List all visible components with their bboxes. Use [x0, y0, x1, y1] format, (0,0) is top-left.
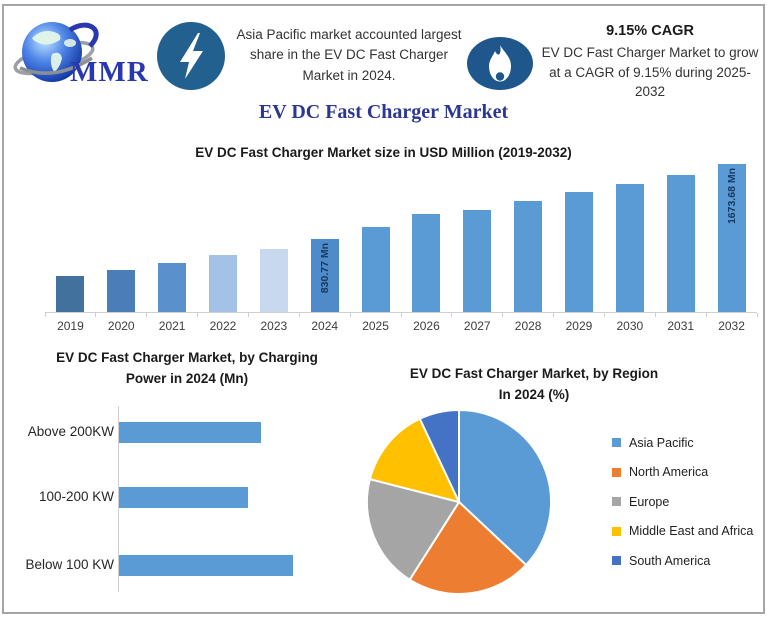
mmr-logo-text: MMR	[70, 56, 149, 88]
axis-tick	[298, 313, 300, 317]
legend-item: Europe	[612, 487, 753, 517]
charging-power-bar	[119, 487, 248, 508]
axis-tick	[146, 313, 148, 317]
legend-swatch	[612, 556, 621, 566]
mmr-logo: MMR	[12, 16, 152, 92]
market-size-bars: 830.77 Mn 1673.68 Mn	[45, 161, 757, 312]
year-label: 2028	[514, 319, 542, 333]
axis-tick	[603, 313, 605, 317]
pie-slice-europe	[365, 477, 461, 582]
legend-label: Asia Pacific	[629, 435, 694, 450]
axis-tick	[44, 313, 46, 317]
pie-slice-north-america	[408, 500, 528, 595]
region-chart-title: EV DC Fast Charger Market, by Region In …	[368, 364, 700, 406]
market-size-bar	[158, 263, 187, 312]
charging-power-label: 100-200 KW	[38, 489, 114, 504]
legend-swatch	[612, 526, 621, 536]
year-label: 2030	[616, 319, 644, 333]
axis-tick	[400, 313, 402, 317]
market-size-bar	[107, 270, 136, 312]
axis-tick	[502, 313, 504, 317]
highlight-text: Asia Pacific market accounted largest sh…	[236, 27, 462, 83]
charging-power-title-line2: Power in 2024 (Mn)	[125, 370, 249, 386]
charging-power-label: Below 100 KW	[25, 557, 114, 572]
legend-label: North America	[629, 465, 709, 480]
year-label: 2023	[260, 319, 288, 333]
pie-slice-middle-east-and-africa	[368, 417, 461, 504]
year-label: 2019	[57, 319, 84, 333]
year-label: 2027	[463, 319, 491, 333]
year-label: 2021	[158, 319, 186, 333]
pie-slice-asia-pacific	[458, 408, 552, 567]
market-size-bar	[56, 276, 85, 312]
flame-icon	[489, 45, 511, 82]
bar-data-label: 830.77 Mn	[318, 243, 331, 294]
legend-item: Middle East and Africa	[612, 517, 753, 547]
year-label: 2029	[565, 319, 593, 333]
legend-label: South America	[629, 553, 711, 568]
legend-item: Asia Pacific	[612, 428, 753, 458]
legend-swatch	[612, 497, 621, 507]
year-label: 2026	[413, 319, 440, 333]
region-pie	[365, 408, 552, 595]
legend-swatch	[612, 467, 621, 477]
legend-label: Middle East and Africa	[629, 524, 754, 539]
y-axis-line	[118, 406, 119, 592]
charging-power-bar	[119, 555, 293, 576]
axis-tick	[553, 313, 555, 317]
region-title-line1: EV DC Fast Charger Market, by Region	[409, 366, 659, 381]
legend-label: Europe	[629, 494, 670, 509]
axis-tick	[705, 313, 707, 317]
market-size-chart-title: EV DC Fast Charger Market size in USD Mi…	[195, 145, 572, 160]
flame-badge	[467, 37, 533, 90]
market-size-bar	[361, 227, 390, 312]
bar-data-label: 1673.68 Mn	[725, 168, 738, 225]
market-size-bar	[209, 255, 237, 312]
lightning-icon	[180, 33, 203, 79]
charging-power-chart-title: EV DC Fast Charger Market, by Charging P…	[20, 348, 354, 390]
year-label: 2022	[209, 319, 237, 333]
globe-icon	[13, 22, 99, 82]
market-size-bar	[514, 201, 543, 312]
axis-tick	[95, 313, 97, 317]
charging-power-chart: Above 200KW 100-200 KW Below 100 KW	[15, 404, 360, 594]
charging-power-title-line1: EV DC Fast Charger Market, by Charging	[56, 350, 318, 365]
market-size-bar	[412, 214, 441, 312]
axis-tick	[197, 313, 199, 317]
legend-item: South America	[612, 546, 753, 576]
year-label: 2025	[362, 319, 389, 333]
market-size-bar	[565, 192, 593, 312]
year-label: 2020	[107, 319, 135, 333]
axis-tick	[451, 313, 453, 317]
axis-tick	[654, 313, 656, 317]
lightning-badge	[157, 22, 225, 90]
market-size-bar	[259, 249, 288, 312]
axis-tick	[247, 313, 249, 317]
axis-tick	[349, 313, 351, 317]
cagr-body: EV DC Fast Charger Market to grow at a C…	[541, 45, 759, 100]
market-size-bar: 830.77 Mn	[310, 239, 339, 312]
year-label: 2024	[311, 319, 339, 333]
cagr-block: 9.15% CAGR EV DC Fast Charger Market to …	[541, 23, 759, 102]
market-size-bar	[463, 210, 492, 312]
legend-swatch	[612, 438, 621, 448]
market-size-bar: 1673.68 Mn	[717, 164, 746, 312]
x-axis-line	[45, 312, 757, 313]
cagr-title: 9.15% CAGR	[606, 23, 694, 39]
legend-item: North America	[612, 458, 753, 488]
market-size-bar	[615, 184, 644, 312]
market-size-chart: 830.77 Mn 1673.68 Mn 2019 2020 2021 2022 2023…	[44, 161, 758, 337]
year-label: 2032	[718, 319, 745, 333]
page-title: EV DC Fast Charger Market	[258, 101, 509, 123]
charging-power-label: Above 200KW	[27, 424, 114, 439]
pie-slice-south-america	[418, 408, 460, 503]
year-label: 2031	[667, 319, 695, 333]
charging-power-bar	[119, 422, 261, 443]
outer-border	[2, 4, 765, 614]
market-size-bar	[666, 175, 695, 312]
axis-tick	[756, 313, 758, 317]
region-title-line2: In 2024 (%)	[498, 386, 570, 402]
region-legend: Asia Pacific North America Europe Middle Ea…	[612, 428, 753, 576]
